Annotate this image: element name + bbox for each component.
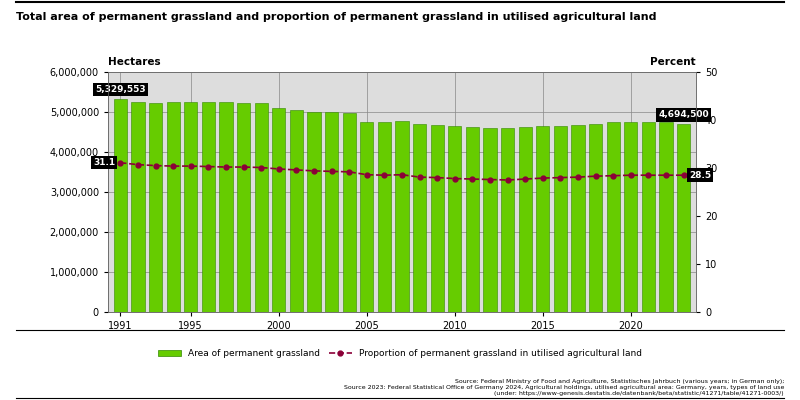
Bar <box>272 108 286 312</box>
Text: 31.1: 31.1 <box>93 158 115 167</box>
Bar <box>290 110 303 312</box>
Bar <box>166 102 180 312</box>
Text: Total area of permanent grassland and proportion of permanent grassland in utili: Total area of permanent grassland and pr… <box>16 12 657 22</box>
Bar <box>108 72 696 312</box>
Bar <box>378 122 391 312</box>
Bar <box>624 122 638 312</box>
Bar <box>360 122 374 312</box>
Bar <box>448 126 462 312</box>
Bar <box>642 122 655 312</box>
Bar <box>342 113 356 312</box>
Bar <box>677 124 690 312</box>
Bar <box>589 124 602 312</box>
Bar <box>219 102 233 312</box>
Bar <box>606 122 620 312</box>
Text: Hectares: Hectares <box>108 57 161 67</box>
Bar <box>254 103 268 312</box>
Bar <box>149 103 162 312</box>
Bar <box>114 99 127 312</box>
Bar <box>571 125 585 312</box>
Bar <box>501 128 514 312</box>
Bar <box>518 127 532 312</box>
Bar <box>131 102 145 312</box>
Bar <box>466 127 479 312</box>
Bar <box>202 102 215 312</box>
Text: 5,329,553: 5,329,553 <box>95 85 146 94</box>
Text: Percent: Percent <box>650 57 696 67</box>
Bar <box>536 126 550 312</box>
Bar <box>184 102 198 312</box>
Text: Source: Federal Ministry of Food and Agriculture, Statistisches Jahrbuch (variou: Source: Federal Ministry of Food and Agr… <box>344 379 784 396</box>
Bar <box>237 103 250 312</box>
Text: 4,694,500: 4,694,500 <box>658 110 709 120</box>
Bar <box>307 112 321 312</box>
Bar <box>395 121 409 312</box>
Bar <box>413 124 426 312</box>
Text: 28.5: 28.5 <box>689 171 711 180</box>
Bar <box>430 125 444 312</box>
Bar <box>554 126 567 312</box>
Legend: Area of permanent grassland, Proportion of permanent grassland in utilised agric: Area of permanent grassland, Proportion … <box>154 345 646 362</box>
Bar <box>325 112 338 312</box>
Bar <box>483 128 497 312</box>
Bar <box>659 122 673 312</box>
